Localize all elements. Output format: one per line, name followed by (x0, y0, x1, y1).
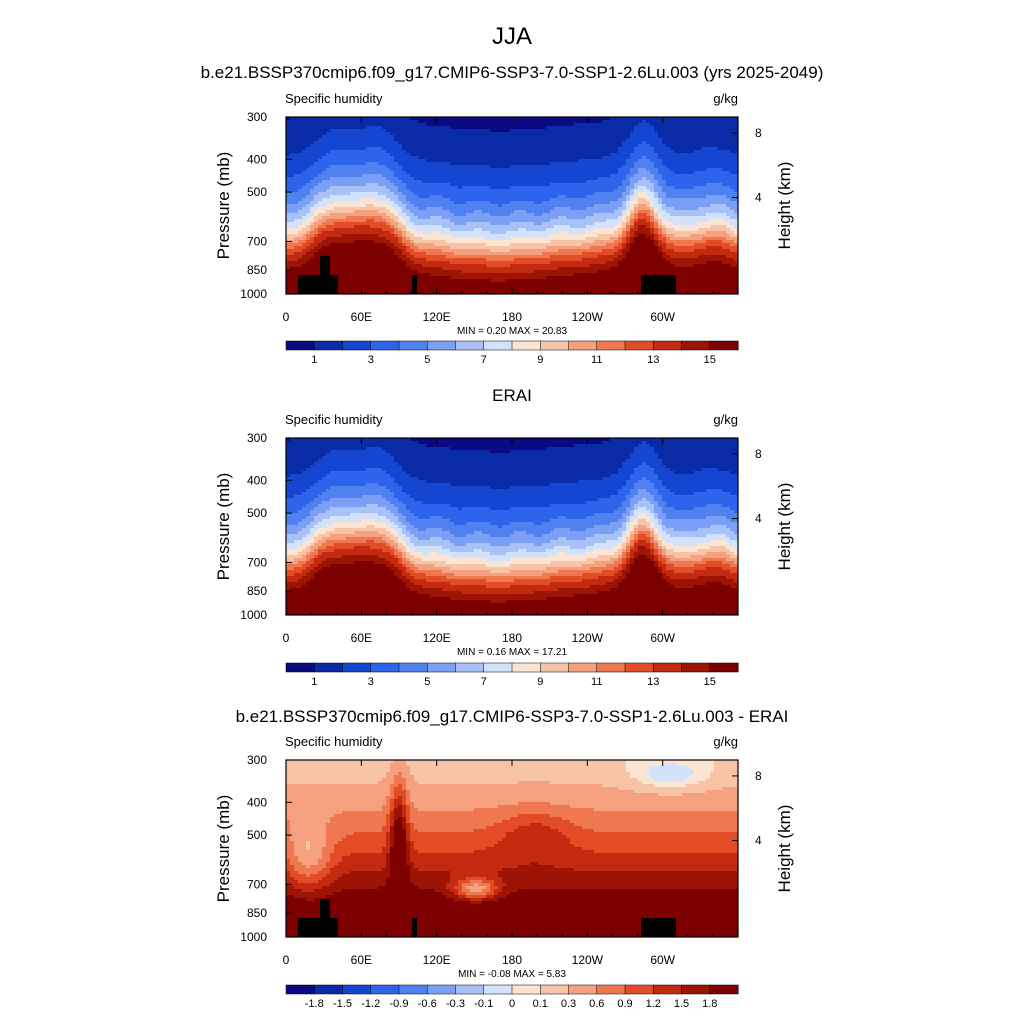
panel-title: b.e21.BSSP370cmip6.f09_g17.CMIP6-SSP3-7.… (201, 63, 824, 82)
panel-1: b.e21.BSSP370cmip6.f09_g17.CMIP6-SSP3-7.… (201, 63, 824, 366)
contour-field (286, 117, 739, 295)
panels: b.e21.BSSP370cmip6.f09_g17.CMIP6-SSP3-7.… (201, 63, 824, 1010)
main-title: JJA (492, 23, 532, 50)
variable-label: Specific humidity (285, 91, 383, 106)
units-label: g/kg (713, 91, 738, 106)
